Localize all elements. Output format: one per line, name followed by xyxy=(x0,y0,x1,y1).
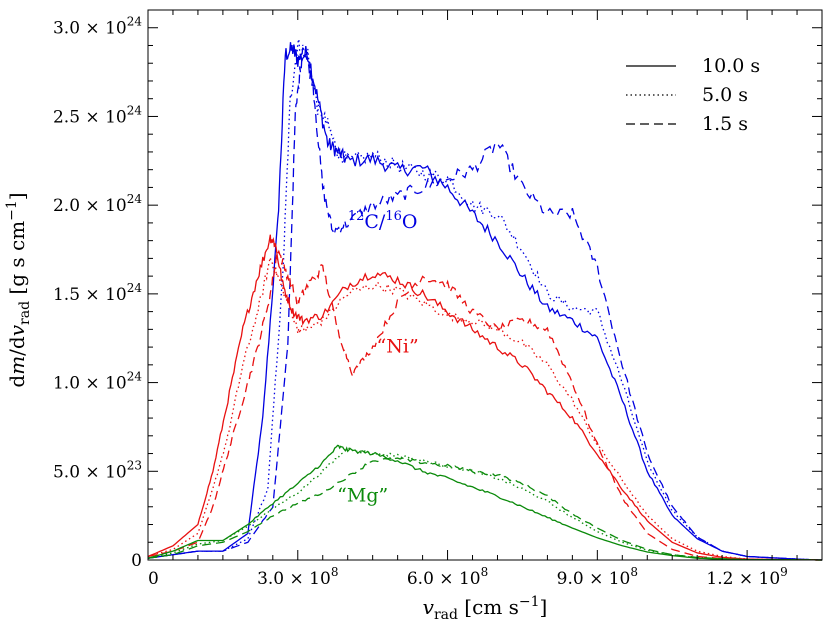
series-line-co-dotted xyxy=(147,38,823,561)
series-label-ni: “Ni” xyxy=(377,335,419,357)
x-tick-label: 1.2 × 109 xyxy=(706,565,787,589)
legend-label: 5.0 s xyxy=(702,84,748,106)
legend: 10.0 s 5.0 s 1.5 s xyxy=(626,55,760,135)
legend-label: 10.0 s xyxy=(702,55,760,77)
y-tick-label: 2.0 × 1024 xyxy=(53,192,142,216)
x-tick-label: 6.0 × 108 xyxy=(407,565,488,589)
y-tick-label: 3.0 × 1024 xyxy=(53,15,142,39)
x-tick-label: 0 xyxy=(148,569,159,589)
tick-layer: 0 3.0 × 108 6.0 × 108 9.0 × 108 1.2 × 109 0 5.… xyxy=(53,10,822,589)
x-tick-label: 9.0 × 108 xyxy=(557,565,638,589)
plot-frame xyxy=(147,9,823,561)
y-tick-label: 0 xyxy=(131,551,142,571)
x-axis-label: vrad [cm s−1] xyxy=(423,594,548,623)
series-line-mg-solid xyxy=(147,444,822,561)
y-tick-label: 5.0 × 1023 xyxy=(53,458,142,482)
series-line-co-dashed xyxy=(147,47,823,561)
series-label-co: 12C/16O xyxy=(348,209,418,233)
legend-label: 1.5 s xyxy=(702,113,748,135)
series-line-mg-dotted xyxy=(147,447,822,561)
y-tick-label: 1.0 × 1024 xyxy=(53,370,142,394)
series-line-ni-dotted xyxy=(147,257,822,561)
series-line-co-solid xyxy=(147,42,823,561)
y-tick-label: 1.5 × 1024 xyxy=(53,281,142,305)
series-labels: 12C/16O “Ni” “Mg” xyxy=(337,209,419,506)
series-label-mg: “Mg” xyxy=(337,484,388,506)
series-line-ni-dashed xyxy=(147,249,822,561)
y-tick-label: 2.5 × 1024 xyxy=(53,103,142,127)
y-axis-label: dm/dvrad [g s cm−1] xyxy=(4,192,33,387)
series-line-mg-dashed xyxy=(147,457,822,561)
series-layer xyxy=(147,38,823,561)
series-line-ni-solid xyxy=(147,234,822,561)
x-tick-label: 3.0 × 108 xyxy=(257,565,338,589)
